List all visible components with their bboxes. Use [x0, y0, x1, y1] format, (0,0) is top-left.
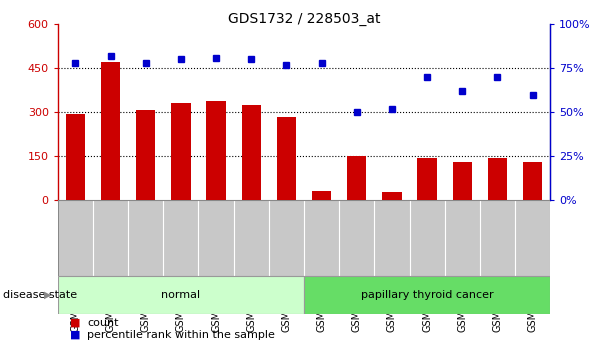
Bar	[277, 117, 296, 200]
FancyBboxPatch shape	[304, 276, 550, 314]
Bar	[382, 192, 402, 200]
Text: disease state: disease state	[3, 290, 77, 300]
Bar	[66, 114, 85, 200]
Text: papillary thyroid cancer: papillary thyroid cancer	[361, 290, 494, 300]
Text: ▶: ▶	[44, 290, 52, 300]
Bar	[101, 62, 120, 200]
Bar	[452, 162, 472, 200]
Text: ■: ■	[70, 330, 80, 339]
FancyBboxPatch shape	[58, 276, 304, 314]
Text: percentile rank within the sample: percentile rank within the sample	[87, 330, 275, 339]
Text: ■: ■	[70, 318, 80, 327]
Text: GDS1732 / 228503_at: GDS1732 / 228503_at	[228, 12, 380, 26]
Bar	[488, 158, 507, 200]
Text: count: count	[87, 318, 119, 327]
Bar	[136, 110, 156, 200]
Bar	[523, 162, 542, 200]
Bar	[206, 101, 226, 200]
Bar	[347, 156, 367, 200]
Bar	[171, 104, 190, 200]
Bar	[312, 191, 331, 200]
Bar	[241, 105, 261, 200]
Text: normal: normal	[161, 290, 201, 300]
Bar	[418, 158, 437, 200]
